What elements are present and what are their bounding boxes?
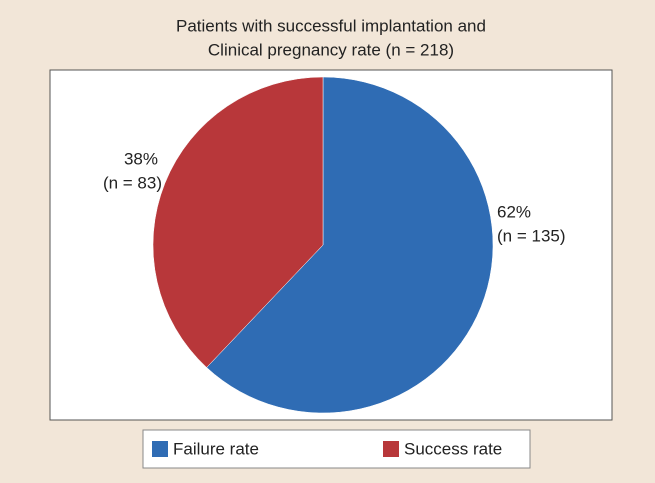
legend-label: Success rate [404, 439, 502, 458]
chart-title: Patients with successful implantation an… [176, 16, 486, 35]
legend [142, 429, 531, 469]
count-label: (n = 83) [103, 173, 162, 192]
value-label: 62% [497, 202, 531, 221]
pie-slice [206, 76, 494, 414]
legend-label: Failure rate [173, 439, 259, 458]
legend-swatch [152, 441, 168, 457]
count-label: (n = 135) [497, 226, 566, 245]
pie-slice [152, 76, 324, 368]
value-label: 38% [124, 149, 158, 168]
legend-swatch [383, 441, 399, 457]
chart-title: Clinical pregnancy rate (n = 218) [208, 40, 454, 59]
